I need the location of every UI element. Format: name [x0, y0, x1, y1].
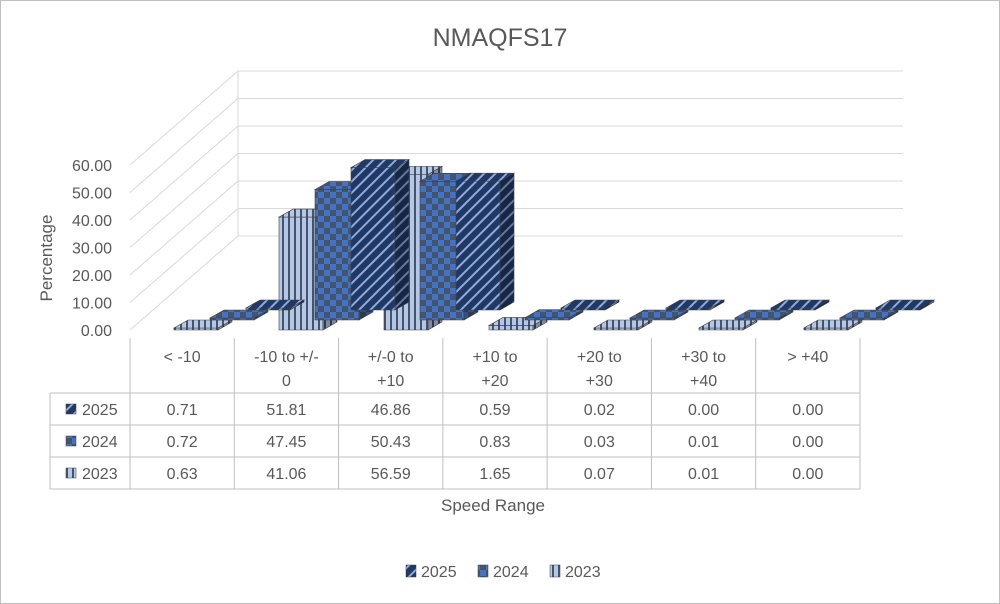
- data-label: 0.63: [167, 466, 198, 483]
- table-legend-key: [65, 403, 77, 415]
- bar-2025-0: [244, 299, 306, 311]
- gridline-side: [129, 125, 239, 221]
- bar-2025-1: [349, 159, 411, 311]
- data-label: 0.00: [792, 466, 823, 483]
- data-label: 0.72: [167, 434, 198, 451]
- category-label: -10 to +/-: [254, 349, 318, 366]
- bar-2023-4: [592, 319, 654, 331]
- bar-2025-5: [769, 299, 831, 311]
- y-tick-label: 0.00: [81, 323, 112, 340]
- table-legend-key: [65, 435, 77, 447]
- data-label: 0.00: [792, 402, 823, 419]
- legend-label: 2025: [421, 564, 457, 581]
- data-label: 50.43: [371, 434, 411, 451]
- bar-2025-3: [559, 299, 621, 311]
- data-label: 41.06: [266, 466, 306, 483]
- table-series-name: 2023: [82, 466, 118, 483]
- y-tick-label: 10.00: [72, 296, 112, 313]
- data-label: 0.83: [479, 434, 510, 451]
- y-tick-label: 30.00: [72, 241, 112, 258]
- gridline-side: [129, 98, 239, 193]
- bars: [172, 159, 936, 331]
- bar-2023-0: [172, 319, 234, 331]
- data-label: 0.71: [167, 402, 198, 419]
- x-axis-label: Speed Range: [441, 496, 545, 515]
- bar-2024-6: [838, 309, 900, 321]
- category-label: < -10: [164, 349, 201, 366]
- y-tick-label: 40.00: [72, 213, 112, 230]
- bar-2023-6: [802, 319, 864, 331]
- gridline-side: [129, 208, 239, 303]
- bar-2024-0: [208, 309, 270, 321]
- gridline-side: [129, 180, 239, 276]
- legend-key: [405, 564, 417, 578]
- category-label: +20 to: [577, 349, 622, 366]
- table-series-name: 2025: [82, 402, 118, 419]
- gridline-side: [129, 70, 239, 166]
- data-label: 0.01: [688, 466, 719, 483]
- y-tick-label: 20.00: [72, 268, 112, 285]
- data-label: 0.59: [479, 402, 510, 419]
- gridlines: [129, 70, 903, 331]
- data-label: 0.02: [584, 402, 615, 419]
- y-tick-label: 60.00: [72, 158, 112, 175]
- y-axis-ticks: 0.00 10.00 20.00 30.00 40.00 50.00 60.00: [72, 158, 112, 340]
- legend-label: 2023: [565, 564, 601, 581]
- category-label: +10: [377, 373, 404, 390]
- bar-2023-5: [697, 319, 759, 331]
- legend: 2025 2024 2023: [405, 564, 601, 581]
- data-label: 0.01: [688, 434, 719, 451]
- gridline-side: [129, 235, 239, 331]
- category-label: +30: [586, 373, 613, 390]
- data-label: 1.65: [479, 466, 510, 483]
- category-label: +40: [690, 373, 717, 390]
- category-label: 0: [282, 373, 291, 390]
- data-label: 0.00: [792, 434, 823, 451]
- chart-title: NMAQFS17: [433, 24, 568, 52]
- data-label: 0.03: [584, 434, 615, 451]
- category-label: > +40: [787, 349, 828, 366]
- bar-2024-5: [733, 309, 795, 321]
- bar-2025-2: [454, 172, 516, 311]
- data-label: 0.07: [584, 466, 615, 483]
- legend-key: [549, 564, 561, 578]
- bar-2024-3: [523, 309, 585, 321]
- category-label: +/-0 to: [368, 349, 414, 366]
- table-series-name: 2024: [82, 434, 118, 451]
- category-label: +10 to: [473, 349, 518, 366]
- bar-2025-4: [664, 299, 726, 311]
- y-tick-label: 50.00: [72, 186, 112, 203]
- data-label: 56.59: [371, 466, 411, 483]
- data-table: < -10 -10 to +/- 0 +/-0 to +10 +10 to +20 +20 t…: [49, 338, 861, 490]
- bar-2024-4: [628, 309, 690, 321]
- data-label: 47.45: [266, 434, 306, 451]
- data-label: 0.00: [688, 402, 719, 419]
- data-label: 46.86: [371, 402, 411, 419]
- y-axis-label: Percentage: [37, 215, 56, 302]
- category-label: +30 to: [681, 349, 726, 366]
- data-label: 51.81: [266, 402, 306, 419]
- table-legend-key: [65, 467, 77, 479]
- gridline-side: [129, 153, 239, 248]
- category-label: +20: [481, 373, 508, 390]
- legend-key: [477, 564, 489, 578]
- legend-label: 2024: [493, 564, 529, 581]
- bar-2025-6: [874, 299, 936, 311]
